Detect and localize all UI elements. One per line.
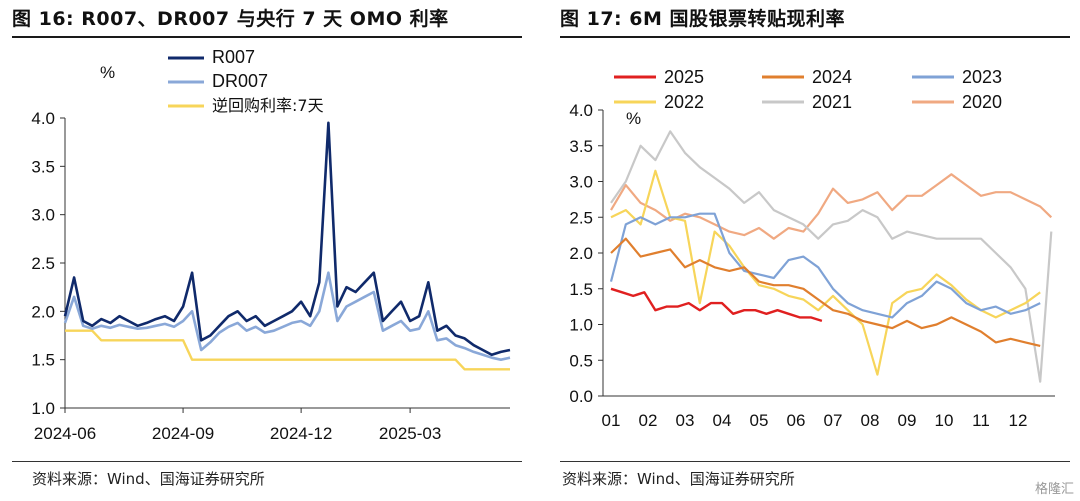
right-x-tick-label: 11 — [972, 411, 990, 430]
right-source-text: 资料来源：Wind、国海证券研究所 — [562, 470, 795, 488]
right-y-tick-label: 4.0 — [569, 101, 593, 120]
watermark-logo: 格隆汇 — [1034, 482, 1074, 497]
right-y-tick-label: 1.0 — [569, 316, 593, 335]
right-x-tick-label: 10 — [935, 411, 954, 430]
right-series-line-2021 — [610, 130, 1053, 383]
left-series-line-3 — [65, 329, 510, 371]
right-x-tick-label: 05 — [750, 411, 769, 430]
left-legend-label: 逆回购利率:7天 — [212, 96, 324, 115]
right-legend-label: 2022 — [664, 92, 704, 112]
right-y-tick-label: 1.5 — [569, 280, 593, 299]
right-x-tick-label: 09 — [898, 411, 917, 430]
right-series-line-2024 — [610, 237, 1041, 347]
left-chart-title: 图 16: R007、DR007 与央行 7 天 OMO 利率 — [12, 8, 449, 30]
left-title-rule — [12, 36, 522, 38]
left-legend-label: R007 — [212, 47, 255, 67]
left-source-rule — [12, 461, 522, 462]
left-x-tick-label: 2024-09 — [152, 424, 214, 443]
right-series-line-2020 — [610, 173, 1053, 240]
right-series-line-2023 — [609, 212, 1041, 319]
left-unit-label: % — [100, 63, 115, 82]
right-x-tick-label: 06 — [787, 411, 806, 430]
right-series-line-2025 — [610, 287, 823, 323]
right-x-tick-label: 08 — [861, 411, 880, 430]
right-x-tick-label: 07 — [824, 411, 843, 430]
left-series-line-2 — [63, 271, 511, 362]
left-y-tick-label: 4.0 — [31, 109, 55, 128]
left-source-text: 资料来源：Wind、国海证券研究所 — [32, 470, 265, 488]
right-y-tick-label: 2.0 — [569, 244, 593, 263]
right-legend-label: 2020 — [962, 92, 1002, 112]
right-x-tick-label: 01 — [602, 411, 621, 430]
left-y-tick-label: 1.5 — [31, 351, 55, 370]
right-legend-label: 2021 — [812, 92, 852, 112]
right-legend-label: 2025 — [664, 67, 704, 87]
left-x-tick-label: 2024-12 — [270, 424, 332, 443]
right-y-tick-label: 3.0 — [569, 173, 593, 192]
right-x-tick-label: 04 — [713, 411, 732, 430]
right-x-tick-label: 03 — [676, 411, 695, 430]
left-y-tick-label: 2.0 — [31, 302, 55, 321]
left-series-line-1 — [63, 121, 511, 357]
left-y-tick-label: 3.0 — [31, 206, 55, 225]
right-unit-label: % — [626, 109, 641, 128]
left-x-tick-label: 2025-03 — [379, 424, 441, 443]
right-series-line-2022 — [610, 169, 1041, 376]
right-title-rule — [560, 36, 1070, 38]
right-source-rule — [560, 461, 1070, 462]
right-y-tick-label: 2.5 — [569, 208, 593, 227]
left-y-tick-label: 1.0 — [31, 399, 55, 418]
right-x-tick-label: 12 — [1009, 411, 1028, 430]
right-legend-label: 2024 — [812, 67, 852, 87]
right-chart-title: 图 17: 6M 国股银票转贴现利率 — [560, 8, 846, 30]
right-x-tick-label: 02 — [639, 411, 658, 430]
right-legend-label: 2023 — [962, 67, 1002, 87]
left-x-tick-label: 2024-06 — [34, 424, 96, 443]
right-y-tick-label: 0.0 — [569, 387, 593, 406]
left-y-tick-label: 2.5 — [31, 254, 55, 273]
left-legend-label: DR007 — [212, 71, 268, 91]
left-y-tick-label: 3.5 — [31, 157, 55, 176]
right-y-tick-label: 0.5 — [569, 351, 593, 370]
right-y-tick-label: 3.5 — [569, 137, 593, 156]
